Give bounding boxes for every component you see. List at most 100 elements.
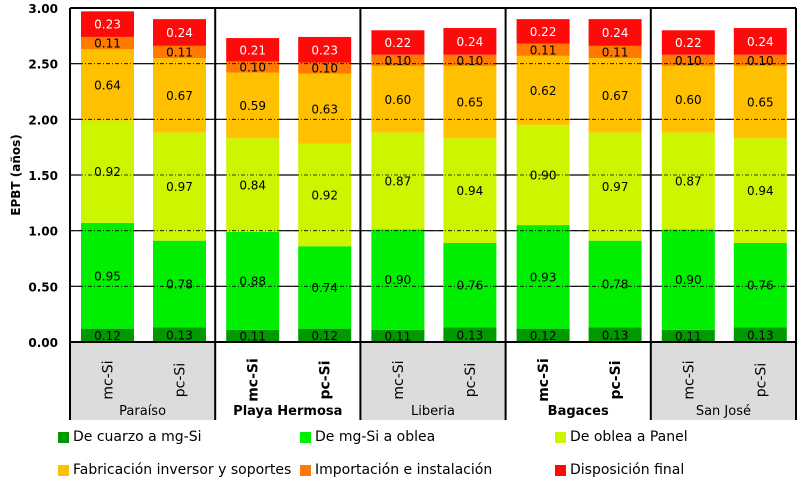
legend-item-importacion: Importación e instalación [300,462,492,478]
data-label: 0.94 [747,184,774,198]
group-background [70,342,216,420]
data-label: 0.88 [239,274,266,288]
bar-segment [371,30,425,55]
bar-segment [661,65,715,133]
data-label: 0.64 [94,78,121,92]
data-label: 0.59 [239,99,266,113]
bar-segment [661,30,715,55]
data-label: 0.78 [166,278,193,292]
data-label: 0.76 [457,279,484,293]
data-label: 0.22 [530,25,557,39]
data-label: 0.10 [747,54,774,68]
x-tick-label: mc-Si [246,358,262,402]
data-label: 0.22 [385,36,412,50]
bar-segment [298,143,352,247]
bar-segment [443,28,497,55]
group-label: Liberia [411,404,455,419]
bar-segment [226,72,280,139]
group-label: Playa Hermosa [233,404,342,419]
bar-segment [298,73,352,144]
bar-segment [588,45,642,59]
y-tick-label: 1.00 [28,225,58,239]
group-background [650,342,796,420]
legend-label: De mg-Si a oblea [315,429,436,445]
bar-segment [588,58,642,133]
bar-segment [733,242,787,328]
data-label: 0.13 [747,328,774,342]
legend-label: Disposición final [570,462,685,478]
data-label: 0.24 [457,35,484,49]
bar-segment [226,138,280,232]
bar-segment [298,36,352,63]
data-label: 0.23 [311,43,338,57]
data-label: 0.23 [94,18,121,32]
data-label: 0.63 [311,102,338,116]
bar-segment [371,65,425,133]
data-label: 0.21 [239,43,266,57]
data-label: 0.74 [311,281,338,295]
x-tick-label: pc-Si [318,360,334,399]
y-tick-label: 0.00 [28,336,58,350]
group-label: San José [696,404,751,419]
bar-segment [371,229,425,330]
bar-segment [588,240,642,328]
data-label: 0.10 [239,61,266,75]
bar-segment [443,54,497,66]
bar-segment [733,327,787,342]
bar-segment [516,124,570,226]
data-label: 0.90 [675,273,702,287]
bar-segment [226,231,280,330]
data-label: 0.13 [166,328,193,342]
y-tick-label: 3.00 [28,2,58,16]
bar-segment [371,132,425,230]
bar-segment [443,242,497,328]
data-label: 0.97 [166,180,193,194]
data-label: 0.84 [239,179,266,193]
legend-item-disposicion: Disposición final [555,462,684,478]
data-label: 0.93 [530,270,557,284]
bar-segment [516,328,570,342]
bar-segment [733,28,787,55]
x-tick-label: mc-Si [391,360,407,399]
bar-segment [733,138,787,243]
bar-segment [153,19,206,46]
x-tick-label: mc-Si [681,360,697,399]
bar-segment [153,58,206,133]
legend-item-panel: De oblea a Panel [555,429,688,445]
data-label: 0.11 [530,43,557,57]
data-label: 0.11 [94,37,121,51]
bar-segment [516,19,570,44]
bar-segment [733,54,787,66]
data-label: 0.13 [602,328,629,342]
bar-segment [298,246,352,329]
bar-segment [661,132,715,230]
bar-segment [588,132,642,241]
data-label: 0.22 [675,36,702,50]
data-label: 0.62 [530,84,557,98]
data-label: 0.65 [747,96,774,110]
data-label: 0.60 [385,93,412,107]
data-label: 0.67 [166,89,193,103]
bar-segment [516,55,570,125]
group-background [360,342,506,420]
data-label: 0.95 [94,269,121,283]
data-label: 0.12 [94,329,121,343]
y-tick-label: 2.50 [28,58,58,72]
legend-swatch [300,431,311,443]
data-label: 0.13 [457,328,484,342]
data-label: 0.12 [530,329,557,343]
x-tick-label: mc-Si [536,358,552,402]
bar-segment [81,36,134,50]
data-label: 0.10 [457,54,484,68]
data-label: 0.97 [602,180,629,194]
bar-segment [443,65,497,139]
bar-segment [81,120,134,223]
data-label: 0.11 [675,329,702,343]
bar-segment [153,240,206,328]
bar-segment [516,43,570,56]
legend-swatch [555,431,566,443]
bar-segment [371,329,425,342]
data-label: 0.65 [457,96,484,110]
data-label: 0.94 [457,184,484,198]
